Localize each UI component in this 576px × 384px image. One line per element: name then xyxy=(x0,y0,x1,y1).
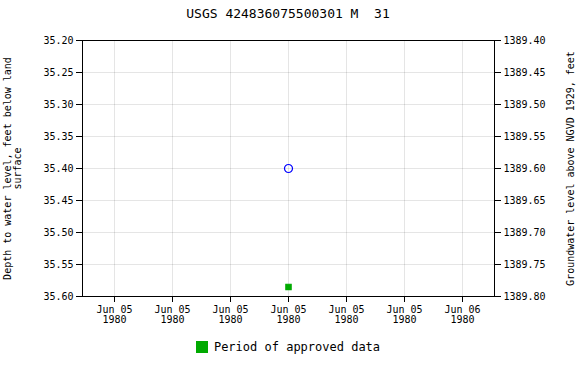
svg-text:35.50: 35.50 xyxy=(43,227,73,238)
svg-text:35.35: 35.35 xyxy=(43,131,73,142)
svg-text:35.25: 35.25 xyxy=(43,67,73,78)
svg-text:Jun 051980: Jun 051980 xyxy=(270,304,306,325)
svg-text:Jun 051980: Jun 051980 xyxy=(328,304,364,325)
html-text:Period of approved data: Period of approved data xyxy=(213,340,381,354)
svg-text:1389.45: 1389.45 xyxy=(504,67,546,78)
html-text:USGS 424836075500301 M 31: USGS 424836075500301 M 31 xyxy=(186,6,390,21)
svg-text:35.55: 35.55 xyxy=(43,259,73,270)
svg-text:35.60: 35.60 xyxy=(43,291,73,302)
svg-text:Jun 051980: Jun 051980 xyxy=(154,304,190,325)
svg-text:1389.80: 1389.80 xyxy=(504,291,546,302)
svg-text:35.45: 35.45 xyxy=(43,195,73,206)
svg-text:1389.60: 1389.60 xyxy=(504,163,546,174)
svg-text:35.30: 35.30 xyxy=(43,99,73,110)
svg-text:1389.65: 1389.65 xyxy=(504,195,546,206)
svg-text:1389.40: 1389.40 xyxy=(504,35,546,46)
svg-text:35.20: 35.20 xyxy=(43,35,73,46)
svg-text:1389.70: 1389.70 xyxy=(504,227,546,238)
svg-text:1389.55: 1389.55 xyxy=(504,131,546,142)
svg-text:Jun 051980: Jun 051980 xyxy=(96,304,132,325)
svg-text:1389.50: 1389.50 xyxy=(504,99,546,110)
svg-text:Depth to water level, feet bel: Depth to water level, feet below landsur… xyxy=(2,57,23,280)
svg-text:Jun 051980: Jun 051980 xyxy=(386,304,422,325)
svg-text:35.40: 35.40 xyxy=(43,163,73,174)
svg-text:Groundwater level above NGVD 1: Groundwater level above NGVD 1929, feet xyxy=(565,51,576,286)
svg-text:Jun 061980: Jun 061980 xyxy=(444,304,480,325)
svg-text:1389.75: 1389.75 xyxy=(504,259,546,270)
svg-text:Jun 051980: Jun 051980 xyxy=(212,304,248,325)
